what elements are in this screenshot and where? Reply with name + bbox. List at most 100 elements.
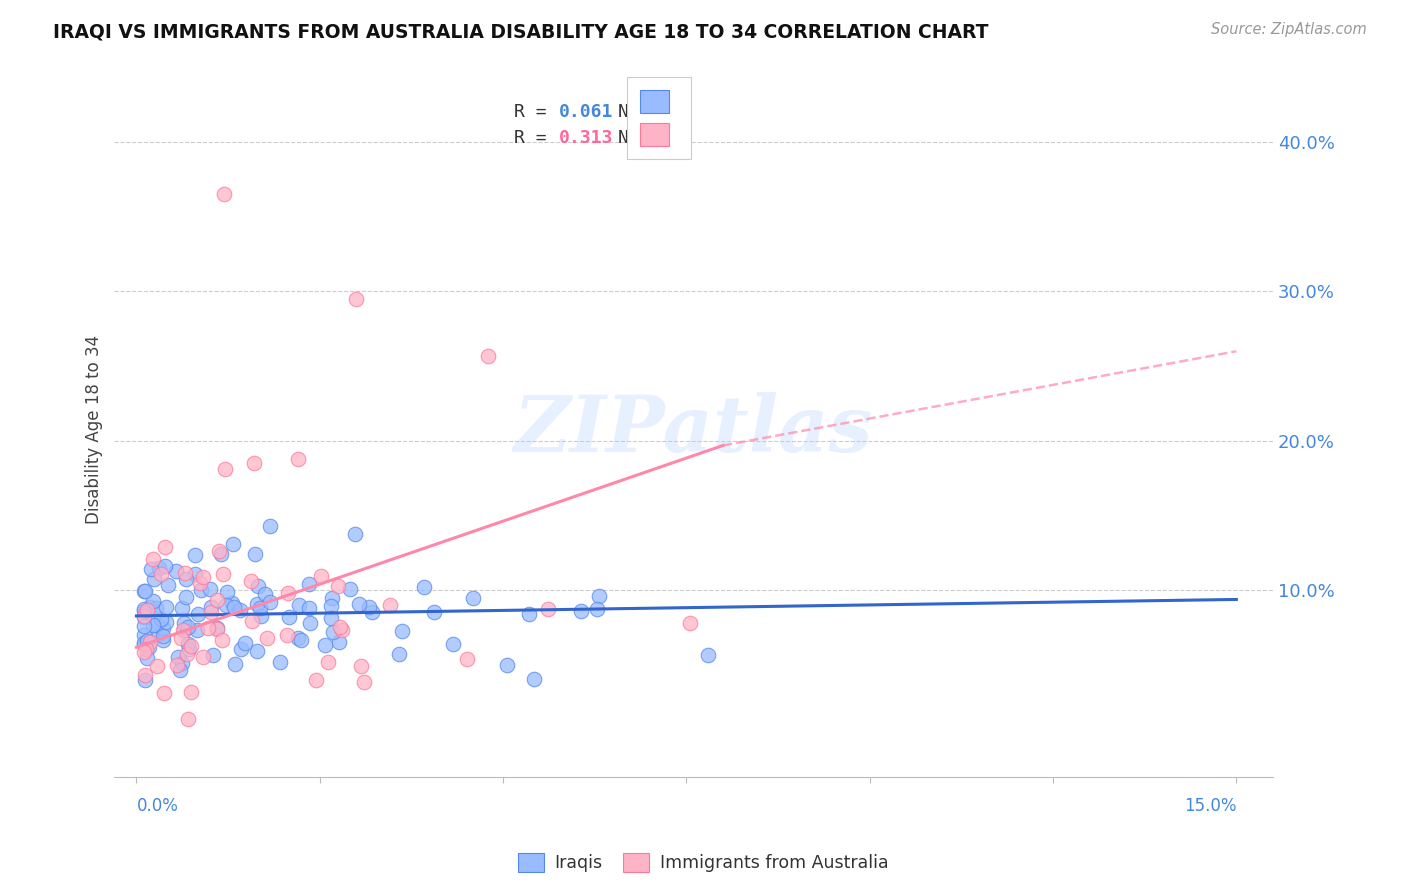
- Point: [169, 663, 191, 677]
- Point: [242, 614, 264, 628]
- Point: [148, 627, 170, 641]
- Point: [339, 582, 361, 597]
- Point: [170, 657, 193, 671]
- Point: [205, 593, 228, 607]
- Point: [180, 639, 202, 653]
- Point: [152, 621, 174, 635]
- Point: [277, 610, 299, 624]
- Point: [142, 594, 165, 608]
- Point: [148, 561, 170, 575]
- Point: [328, 634, 350, 648]
- Point: [200, 599, 222, 614]
- Point: [211, 633, 233, 648]
- Point: [132, 608, 155, 623]
- Point: [569, 604, 592, 618]
- Point: [246, 644, 269, 658]
- Point: [135, 642, 157, 657]
- Point: [228, 603, 250, 617]
- Point: [155, 615, 177, 630]
- Point: [343, 527, 366, 541]
- Point: [242, 456, 264, 470]
- Point: [380, 598, 402, 612]
- Point: [246, 579, 269, 593]
- Point: [176, 648, 198, 662]
- Text: Source: ZipAtlas.com: Source: ZipAtlas.com: [1211, 22, 1367, 37]
- Point: [135, 602, 157, 616]
- Point: [233, 636, 256, 650]
- Point: [586, 602, 609, 616]
- Point: [461, 591, 484, 606]
- Point: [537, 602, 560, 616]
- Point: [309, 569, 332, 583]
- Point: [330, 623, 353, 637]
- Point: [208, 543, 231, 558]
- Point: [276, 627, 298, 641]
- Point: [679, 615, 702, 630]
- Point: [259, 519, 281, 533]
- Y-axis label: Disability Age 18 to 34: Disability Age 18 to 34: [86, 335, 103, 524]
- Point: [198, 582, 221, 597]
- Point: [188, 576, 211, 591]
- Point: [153, 558, 176, 573]
- Text: N =: N =: [619, 103, 662, 121]
- Text: ZIPatlas: ZIPatlas: [515, 392, 873, 468]
- Point: [174, 591, 197, 605]
- Point: [249, 600, 271, 615]
- Point: [152, 685, 174, 699]
- Point: [477, 349, 499, 363]
- Point: [173, 566, 195, 581]
- Point: [350, 659, 373, 673]
- Text: 102: 102: [654, 103, 686, 121]
- Point: [134, 584, 156, 599]
- Point: [422, 605, 444, 619]
- Point: [523, 672, 546, 686]
- Point: [197, 621, 219, 635]
- Point: [191, 649, 214, 664]
- Point: [183, 566, 205, 581]
- Point: [135, 633, 157, 648]
- Point: [359, 600, 381, 615]
- Point: [165, 564, 187, 578]
- Point: [229, 641, 252, 656]
- Point: [186, 624, 208, 638]
- Point: [391, 624, 413, 638]
- Point: [155, 600, 177, 615]
- Point: [298, 600, 321, 615]
- Point: [172, 623, 194, 637]
- Point: [298, 576, 321, 591]
- Point: [269, 655, 291, 669]
- Point: [319, 611, 342, 625]
- Point: [316, 655, 339, 669]
- Point: [142, 573, 165, 587]
- Point: [150, 612, 173, 626]
- Point: [221, 596, 243, 610]
- Point: [193, 570, 215, 584]
- Point: [517, 607, 540, 622]
- Point: [495, 657, 517, 672]
- Text: IRAQI VS IMMIGRANTS FROM AUSTRALIA DISABILITY AGE 18 TO 34 CORRELATION CHART: IRAQI VS IMMIGRANTS FROM AUSTRALIA DISAB…: [53, 22, 988, 41]
- Point: [149, 567, 172, 582]
- Point: [200, 605, 222, 619]
- Point: [388, 647, 411, 661]
- Point: [132, 619, 155, 633]
- Text: 0.313: 0.313: [560, 128, 613, 147]
- Point: [134, 673, 156, 688]
- Legend: Iraqis, Immigrants from Australia: Iraqis, Immigrants from Australia: [510, 846, 896, 879]
- Point: [224, 657, 246, 672]
- Point: [132, 604, 155, 618]
- Text: 52: 52: [654, 128, 686, 147]
- Point: [139, 600, 162, 615]
- Point: [246, 597, 269, 611]
- Point: [222, 537, 245, 551]
- Point: [141, 562, 163, 576]
- Point: [243, 547, 266, 561]
- Point: [187, 607, 209, 621]
- Point: [184, 548, 207, 562]
- Point: [314, 638, 336, 652]
- Point: [215, 584, 238, 599]
- Point: [299, 615, 322, 630]
- Point: [287, 631, 309, 645]
- Text: 0.061: 0.061: [560, 103, 613, 121]
- Point: [277, 586, 299, 600]
- Point: [321, 599, 343, 613]
